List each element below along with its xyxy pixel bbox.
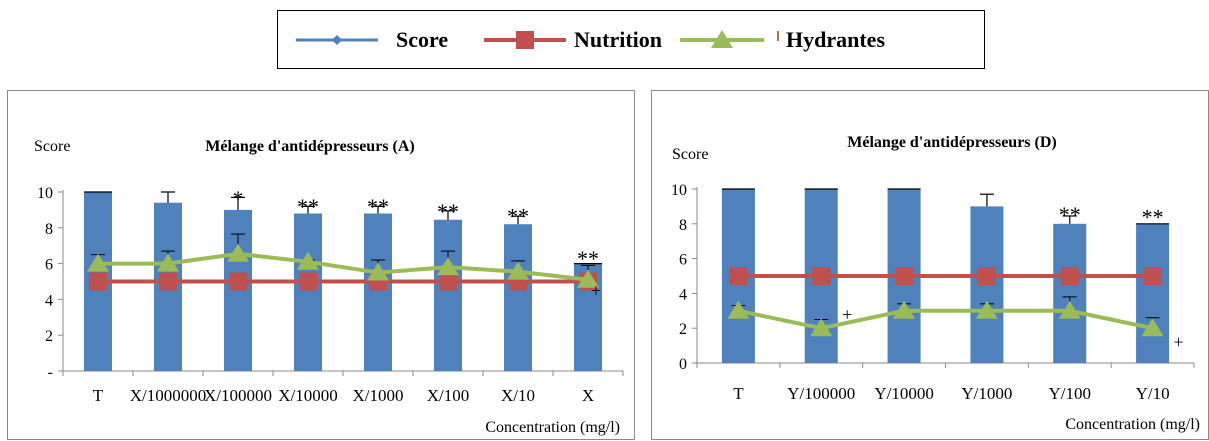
significance-marker: +	[842, 304, 852, 324]
y-axis-label: Score	[34, 138, 70, 155]
y-tick-label: 2	[679, 321, 687, 338]
x-tick-label: Y/100	[1049, 384, 1092, 403]
marker-hydrantes	[507, 261, 529, 280]
y-tick-label: 6	[679, 252, 687, 269]
line-hydrantes	[738, 308, 1153, 331]
y-tick-label: 8	[45, 221, 53, 238]
marker-hydrantes	[87, 253, 109, 272]
x-tick-label: T	[733, 384, 744, 403]
chart-a-svg: Mélange d'antidépresseurs (A) Score - 2 4 6 8 1…	[34, 138, 624, 436]
marker-nutrition	[1060, 267, 1079, 285]
x-tick-label: Y/10000	[874, 384, 934, 403]
legend-marker-nutrition	[516, 31, 534, 49]
bar-score	[1136, 223, 1170, 363]
y-tick-label: 2	[45, 328, 53, 345]
marker-hydrantes	[157, 253, 179, 272]
significance-marker: **	[1142, 204, 1164, 229]
significance-marker: **	[577, 246, 599, 271]
x-tick-label: X/1000	[353, 386, 404, 405]
x-tick-label: Y/1000	[961, 384, 1012, 403]
legend-label-score: Score	[396, 27, 448, 52]
x-tick-label: X/10	[501, 386, 535, 405]
line-hydrantes	[98, 251, 589, 282]
bar-score	[364, 213, 392, 371]
marker-nutrition	[159, 272, 177, 291]
marker-nutrition	[977, 267, 996, 285]
bar-score	[504, 224, 532, 371]
marker-nutrition	[89, 272, 107, 291]
bar-score	[294, 213, 322, 371]
significance-marker: **	[297, 194, 319, 219]
marker-nutrition	[229, 272, 247, 291]
chart-title: Mélange d'antidépresseurs (D)	[847, 134, 1056, 151]
marker-hydrantes	[893, 300, 916, 319]
marker-nutrition	[812, 267, 831, 285]
x-axis-label: Concentration (mg/l)	[1065, 416, 1200, 433]
legend-marker-score	[332, 35, 342, 45]
marker-nutrition	[439, 272, 457, 291]
y-tick-label: 6	[45, 257, 53, 274]
legend-label-hydrantes: Hydrantes	[786, 27, 885, 52]
x-tick-label: X/100000	[204, 386, 272, 405]
chart-panel-a: Mélange d'antidépresseurs (A) Score - 2 4 6 8 1…	[7, 90, 635, 440]
significance-marker: **	[367, 194, 389, 219]
marker-nutrition	[895, 267, 914, 285]
significance-marker: +	[1174, 332, 1184, 352]
chart-legend: Score Nutrition Hydrantes	[277, 10, 985, 69]
marker-hydrantes	[227, 243, 249, 262]
marker-hydrantes	[1058, 300, 1081, 319]
significance-marker: **	[1059, 202, 1081, 227]
marker-hydrantes	[727, 300, 750, 319]
y-tick-label: -	[48, 364, 53, 381]
x-tick-label: T	[93, 386, 104, 405]
marker-hydrantes	[297, 251, 319, 270]
marker-hydrantes	[437, 257, 459, 276]
y-tick-label: 0	[679, 356, 687, 373]
x-tick-label: Y/10	[1136, 384, 1170, 403]
y-tick-label: 4	[45, 292, 53, 309]
x-tick-label: X/10000	[278, 386, 338, 405]
x-axis-label: Concentration (mg/l)	[485, 419, 620, 436]
chart-title: Mélange d'antidépresseurs (A)	[205, 138, 414, 155]
marker-hydrantes	[577, 269, 599, 288]
marker-hydrantes	[975, 300, 998, 319]
significance-marker: **	[437, 199, 459, 224]
y-tick-label: 10	[671, 182, 687, 199]
y-tick-label: 4	[679, 286, 687, 303]
marker-nutrition	[1143, 267, 1162, 285]
marker-hydrantes	[367, 262, 389, 281]
marker-nutrition	[729, 267, 748, 285]
significance-marker: *	[233, 186, 244, 211]
legend-graphic: Score Nutrition Hydrantes	[296, 27, 885, 52]
significance-marker: +	[591, 280, 601, 300]
legend-marker-hydrantes	[711, 30, 733, 48]
legend-label-nutrition: Nutrition	[574, 27, 662, 52]
marker-hydrantes	[1141, 318, 1164, 337]
significance-marker: **	[507, 204, 529, 229]
chart-d-svg: Mélange d'antidépresseurs (D) Score 0 2 4 6 8 1…	[671, 134, 1200, 433]
x-tick-label: X	[582, 386, 594, 405]
x-tick-label: X/1000000	[130, 386, 207, 405]
marker-nutrition	[299, 272, 317, 291]
x-tick-label: X/100	[427, 386, 470, 405]
y-axis-label: Score	[672, 146, 708, 163]
bar-score	[434, 219, 462, 371]
x-tick-label: Y/100000	[787, 384, 855, 403]
bar-score	[1053, 223, 1087, 363]
chart-panel-d: Mélange d'antidépresseurs (D) Score 0 2 4 6 8 1…	[651, 90, 1209, 440]
marker-hydrantes	[810, 318, 833, 337]
y-tick-label: 10	[37, 185, 53, 202]
y-tick-label: 8	[679, 217, 687, 234]
